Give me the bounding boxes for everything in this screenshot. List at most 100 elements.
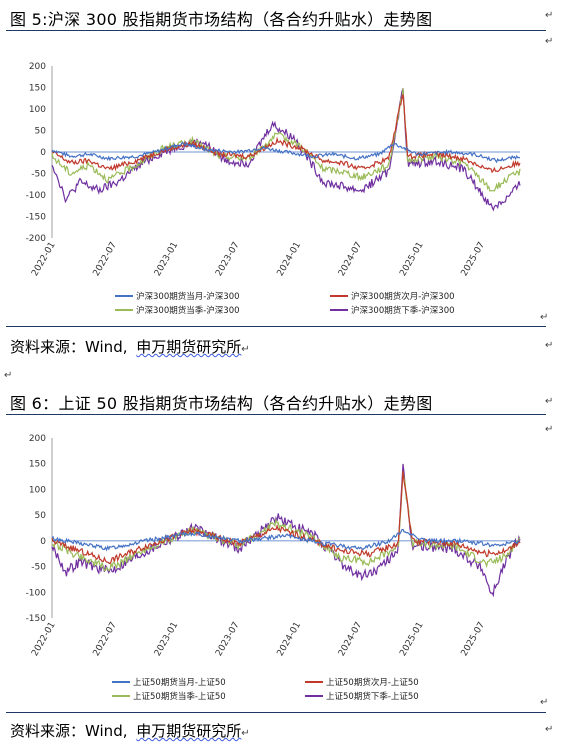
legend-swatch	[305, 695, 323, 697]
legend-swatch	[112, 681, 130, 683]
x-tick-label: 2022-01	[30, 241, 57, 279]
x-tick-label: 2023-01	[153, 621, 180, 659]
y-tick-label: 0	[40, 537, 46, 547]
figure5-top-rule	[6, 30, 546, 31]
y-tick-label: 100	[29, 105, 46, 115]
source-org: 申万期货研究所	[136, 722, 242, 740]
source-label: 资料来源：	[10, 338, 86, 356]
paragraph-mark: ↵	[545, 10, 554, 21]
legend-swatch	[330, 309, 348, 311]
y-tick-label: -200	[26, 234, 47, 244]
y-tick-label: -100	[26, 588, 47, 598]
y-tick-label: 200	[29, 434, 46, 444]
legend-item-series-1: 沪深300期货当月-沪深300	[115, 290, 240, 302]
legend-item-series-2: 沪深300期货次月-沪深300	[330, 290, 455, 302]
series-line-1	[51, 528, 521, 552]
x-tick-label: 2024-07	[337, 621, 364, 659]
svg-text:2022-07: 2022-07	[92, 621, 119, 659]
svg-text:2025-01: 2025-01	[398, 241, 425, 279]
legend-item-series-1: 上证50期货当月-上证50	[112, 676, 226, 688]
source-label: 资料来源：	[10, 722, 86, 740]
paragraph-mark: ↵	[540, 697, 549, 708]
figure6-title: 图 6：上证 50 股指期货市场结构（各合约升贴水）走势图	[10, 394, 433, 413]
svg-text:2024-07: 2024-07	[337, 241, 364, 279]
svg-text:2022-01: 2022-01	[30, 241, 57, 279]
paragraph-mark: ↵	[4, 370, 13, 381]
paragraph-mark: ↵	[545, 424, 554, 435]
legend-swatch	[330, 295, 348, 297]
x-tick-label: 2022-07	[92, 621, 119, 659]
series-line-4	[51, 463, 521, 598]
x-tick-label: 2025-07	[460, 241, 487, 279]
paragraph-mark: ↵	[545, 396, 554, 407]
svg-text:2023-01: 2023-01	[153, 241, 180, 279]
legend-item-series-3: 上证50期货当季-上证50	[112, 690, 226, 702]
legend-swatch	[112, 695, 130, 697]
legend-item-series-4: 沪深300期货下季-沪深300	[330, 304, 455, 316]
y-tick-label: 0	[40, 148, 46, 158]
series-line-2	[51, 94, 521, 174]
svg-text:2024-07: 2024-07	[337, 621, 364, 659]
svg-text:2022-01: 2022-01	[30, 621, 57, 659]
svg-text:2023-01: 2023-01	[153, 621, 180, 659]
x-tick-label: 2023-07	[214, 621, 241, 659]
svg-text:2025-07: 2025-07	[460, 241, 487, 279]
y-tick-label: 150	[29, 460, 46, 470]
y-tick-label: -50	[31, 170, 46, 180]
svg-text:2022-07: 2022-07	[92, 241, 119, 279]
figure5-series-lines	[51, 88, 521, 212]
x-tick-label: 2023-01	[153, 241, 180, 279]
y-tick-label: -150	[26, 614, 47, 624]
x-tick-label: 2024-07	[337, 241, 364, 279]
svg-text:2023-07: 2023-07	[214, 241, 241, 279]
paragraph-mark: ↵	[545, 724, 554, 735]
figure6-top-rule	[6, 414, 546, 415]
svg-text:2023-07: 2023-07	[214, 621, 241, 659]
y-tick-label: 50	[35, 511, 47, 521]
figure6-legend: 上证50期货当月-上证50 上证50期货次月-上证50 上证50期货当季-上证5…	[0, 676, 568, 706]
x-tick-label: 2024-01	[276, 621, 303, 659]
x-tick-label: 2024-01	[276, 241, 303, 279]
legend-item-series-4: 上证50期货下季-上证50	[305, 690, 419, 702]
series-line-2	[51, 470, 521, 565]
series-line-4	[51, 88, 521, 212]
legend-item-series-2: 上证50期货次月-上证50	[305, 676, 419, 688]
svg-text:2025-07: 2025-07	[460, 621, 487, 659]
svg-text:2024-01: 2024-01	[276, 241, 303, 279]
x-tick-label: 2025-07	[460, 621, 487, 659]
legend-swatch	[115, 309, 133, 311]
paragraph-mark: ↵	[545, 340, 554, 351]
source-vendor: Wind,	[85, 722, 128, 740]
x-tick-label: 2022-07	[92, 241, 119, 279]
source-vendor: Wind,	[85, 338, 128, 356]
paragraph-mark: ↵	[540, 312, 549, 323]
y-tick-label: 150	[29, 84, 46, 94]
figure6-source: 资料来源：Wind, 申万期货研究所↵	[10, 722, 250, 740]
source-org: 申万期货研究所	[136, 338, 242, 356]
x-tick-label: 2023-07	[214, 241, 241, 279]
series-line-3	[51, 88, 521, 192]
y-tick-label: 200	[29, 62, 46, 72]
figure5-title: 图 5:沪深 300 股指期货市场结构（各合约升贴水）走势图	[10, 10, 433, 29]
figure6-series-lines	[51, 463, 521, 598]
y-tick-label: -50	[31, 563, 46, 573]
y-tick-label: 100	[29, 485, 46, 495]
legend-swatch	[115, 295, 133, 297]
x-tick-label: 2025-01	[398, 241, 425, 279]
svg-text:2025-01: 2025-01	[398, 621, 425, 659]
paragraph-mark: ↵	[545, 36, 554, 47]
x-tick-label: 2022-01	[30, 621, 57, 659]
y-tick-label: 50	[35, 127, 47, 137]
x-tick-label: 2025-01	[398, 621, 425, 659]
legend-swatch	[305, 681, 323, 683]
svg-text:2024-01: 2024-01	[276, 621, 303, 659]
figure5-legend: 沪深300期货当月-沪深300 沪深300期货次月-沪深300 沪深300期货当…	[0, 290, 568, 320]
y-tick-label: -100	[26, 191, 47, 201]
series-line-1	[51, 141, 521, 164]
y-tick-label: -150	[26, 213, 47, 223]
figure5-bottom-rule	[6, 326, 546, 327]
legend-item-series-3: 沪深300期货当季-沪深300	[115, 304, 240, 316]
